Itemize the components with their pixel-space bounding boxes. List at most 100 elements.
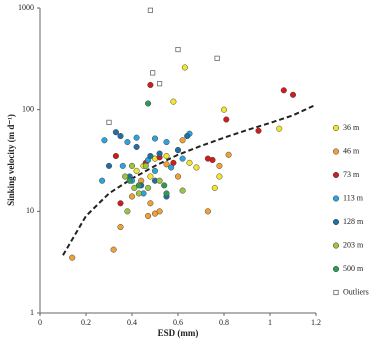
point [151, 167, 159, 174]
legend-label: 73 m [343, 170, 360, 179]
point [128, 193, 136, 200]
x-axis-label: ESD (mm) [158, 328, 199, 338]
point [184, 133, 191, 140]
legend-marker [332, 265, 340, 273]
legend-marker [332, 148, 340, 155]
x-tick-label: 0.6 [173, 318, 183, 327]
legend-marker [332, 124, 340, 132]
point [175, 47, 181, 53]
point [112, 129, 119, 136]
x-tick-label: 0.4 [127, 318, 137, 327]
legend-marker [332, 242, 340, 249]
legend-marker [332, 218, 340, 226]
point [156, 208, 163, 215]
point [147, 200, 154, 207]
point [126, 177, 133, 184]
point [156, 150, 163, 157]
x-tick-label: 1 [268, 318, 272, 327]
point [145, 184, 152, 191]
y-tick-label: 1 [30, 308, 34, 317]
point [142, 162, 149, 169]
point [147, 152, 154, 160]
point [119, 162, 126, 169]
x-tick-label: 0.8 [219, 318, 229, 327]
legend-marker [332, 171, 340, 179]
point [122, 173, 129, 180]
point [69, 254, 76, 261]
point [112, 152, 119, 160]
point [147, 81, 154, 89]
point [181, 64, 188, 71]
x-tick-label: 1.2 [311, 318, 321, 327]
point [156, 177, 163, 184]
point [179, 137, 186, 144]
point [186, 159, 193, 166]
point [280, 87, 287, 94]
y-tick-label: 100 [22, 104, 34, 113]
point [110, 246, 117, 253]
point [147, 173, 154, 180]
point [163, 190, 170, 197]
legend-label: 203 m [343, 240, 364, 249]
point [133, 143, 140, 150]
point [124, 208, 131, 215]
point [150, 70, 156, 76]
point [145, 212, 152, 220]
point [174, 173, 182, 180]
point [209, 156, 216, 164]
legend-label: 128 m [343, 217, 364, 226]
point [216, 162, 223, 169]
point [214, 55, 220, 61]
point [157, 81, 163, 87]
point [161, 182, 168, 189]
point [106, 119, 112, 125]
x-tick-label: 0 [38, 318, 42, 327]
point [145, 100, 152, 107]
point [179, 155, 186, 162]
legend-label: 36 m [343, 123, 360, 132]
point [117, 200, 124, 207]
point [131, 184, 138, 191]
y-tick-label: 10 [26, 206, 34, 215]
point [99, 177, 106, 184]
point [128, 162, 136, 169]
point [223, 116, 230, 123]
y-tick-label: 1000 [18, 3, 34, 12]
point [151, 135, 159, 142]
point [163, 161, 170, 168]
point [216, 173, 223, 180]
point [289, 91, 297, 98]
point [174, 147, 182, 154]
y-axis-label: Sinking velocity (m d⁻¹) [6, 114, 16, 206]
point [133, 167, 140, 174]
point [276, 125, 283, 132]
point [133, 134, 140, 141]
point [225, 151, 232, 158]
point [255, 127, 262, 134]
point [117, 224, 124, 231]
point [163, 152, 170, 160]
point [211, 184, 218, 191]
point [220, 106, 228, 113]
point [124, 139, 131, 146]
point [204, 208, 211, 215]
point [147, 7, 153, 13]
legend-label: 46 m [343, 146, 360, 155]
point [101, 137, 108, 144]
point [163, 139, 170, 146]
legend-label: 500 m [343, 264, 364, 273]
x-tick-label: 0.2 [81, 318, 91, 327]
trend-line [62, 103, 317, 256]
legend-label: 113 m [343, 193, 364, 202]
legend-label: Outliers [343, 287, 369, 296]
point [168, 164, 175, 171]
point [170, 98, 177, 105]
point [135, 190, 142, 197]
legend-marker [332, 195, 340, 202]
point [117, 133, 124, 140]
point [193, 164, 200, 171]
point [135, 182, 142, 189]
point [179, 187, 186, 194]
legend-marker [333, 289, 339, 296]
